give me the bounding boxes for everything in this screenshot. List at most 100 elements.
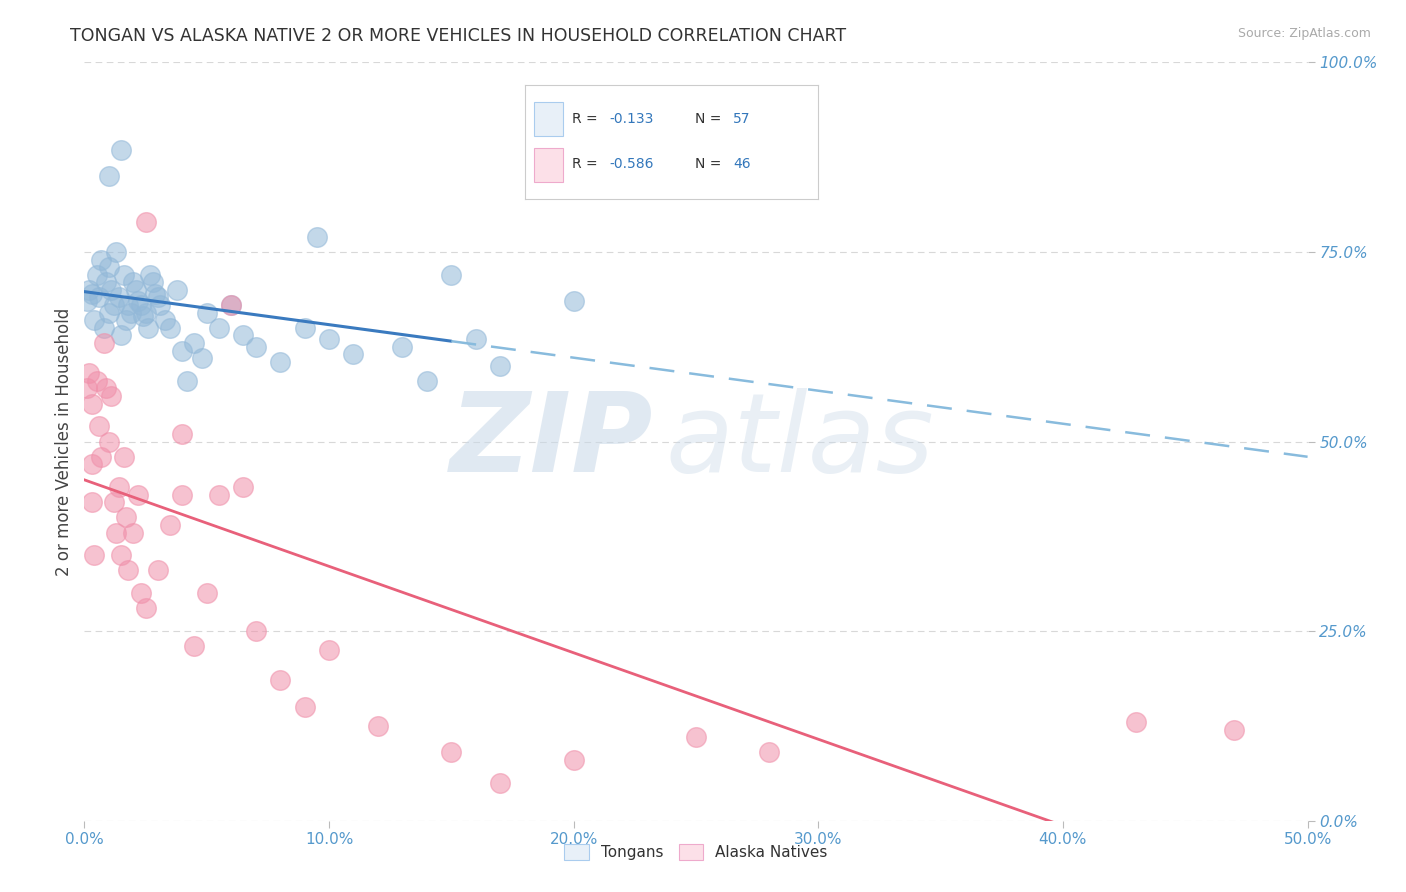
Point xyxy=(464,332,486,346)
Point xyxy=(76,382,98,396)
Point xyxy=(93,335,115,350)
Point xyxy=(269,355,291,369)
Point xyxy=(232,480,254,494)
Point xyxy=(86,374,108,388)
Point xyxy=(87,419,110,434)
Point xyxy=(191,351,214,366)
Point xyxy=(146,291,169,305)
Point xyxy=(110,143,132,157)
Point xyxy=(86,268,108,282)
Point xyxy=(129,586,152,600)
Point xyxy=(110,548,132,563)
Point xyxy=(96,382,118,396)
Point xyxy=(176,374,198,388)
Point xyxy=(90,450,112,464)
Point xyxy=(132,310,155,324)
Point xyxy=(195,586,218,600)
Point xyxy=(219,298,242,312)
Point xyxy=(112,450,135,464)
Point xyxy=(112,268,135,282)
Text: Source: ZipAtlas.com: Source: ZipAtlas.com xyxy=(1237,27,1371,40)
Point xyxy=(110,328,132,343)
Point xyxy=(143,286,166,301)
Point xyxy=(183,639,205,653)
Point xyxy=(105,244,128,259)
Y-axis label: 2 or more Vehicles in Household: 2 or more Vehicles in Household xyxy=(55,308,73,575)
Point xyxy=(685,730,707,744)
Point xyxy=(159,517,181,532)
Point xyxy=(391,340,413,354)
Point xyxy=(135,601,157,615)
Point xyxy=(367,719,389,733)
Point xyxy=(440,268,463,282)
Point xyxy=(305,229,328,244)
Point xyxy=(97,434,120,449)
Point xyxy=(245,340,267,354)
Point xyxy=(93,320,115,334)
Point xyxy=(77,283,100,297)
Point xyxy=(208,487,231,501)
Point xyxy=(136,320,159,334)
Point xyxy=(96,275,118,289)
Point xyxy=(83,548,105,563)
Point xyxy=(125,283,148,297)
Point xyxy=(90,252,112,267)
Point xyxy=(107,480,129,494)
Point xyxy=(489,776,512,790)
Point xyxy=(219,298,242,312)
Point xyxy=(76,294,98,309)
Point xyxy=(120,305,142,319)
Point xyxy=(80,495,103,509)
Point xyxy=(80,286,103,301)
Point xyxy=(172,487,194,501)
Point xyxy=(127,487,149,501)
Point xyxy=(208,320,231,334)
Point xyxy=(80,458,103,472)
Point xyxy=(440,746,463,760)
Point xyxy=(1223,723,1246,737)
Point xyxy=(149,298,172,312)
Point xyxy=(166,283,188,297)
Point xyxy=(103,298,125,312)
Point xyxy=(115,313,138,327)
Point xyxy=(97,169,120,184)
Point xyxy=(83,313,105,327)
Point xyxy=(117,564,139,578)
Point xyxy=(159,320,181,334)
Point xyxy=(172,427,194,442)
Point xyxy=(294,699,316,714)
Point xyxy=(142,275,165,289)
Point xyxy=(115,510,138,524)
Point xyxy=(416,374,439,388)
Point xyxy=(127,294,149,309)
Point xyxy=(77,366,100,380)
Point xyxy=(269,673,291,688)
Point xyxy=(245,624,267,639)
Point xyxy=(318,332,340,346)
Point xyxy=(153,313,176,327)
Point xyxy=(135,214,157,228)
Point xyxy=(342,347,364,361)
Text: TONGAN VS ALASKA NATIVE 2 OR MORE VEHICLES IN HOUSEHOLD CORRELATION CHART: TONGAN VS ALASKA NATIVE 2 OR MORE VEHICL… xyxy=(70,27,846,45)
Point xyxy=(105,525,128,540)
Point xyxy=(489,359,512,373)
Point xyxy=(318,643,340,657)
Text: atlas: atlas xyxy=(665,388,934,495)
Point xyxy=(97,260,120,275)
Point xyxy=(100,389,122,403)
Point xyxy=(183,335,205,350)
Point xyxy=(117,298,139,312)
Point xyxy=(195,305,218,319)
Point xyxy=(146,564,169,578)
Point xyxy=(1125,715,1147,730)
Point xyxy=(122,275,145,289)
Point xyxy=(294,320,316,334)
Point xyxy=(97,305,120,319)
Point xyxy=(139,268,162,282)
Point xyxy=(232,328,254,343)
Point xyxy=(122,525,145,540)
Legend: Tongans, Alaska Natives: Tongans, Alaska Natives xyxy=(558,838,834,866)
Point xyxy=(100,283,122,297)
Point xyxy=(562,753,585,767)
Point xyxy=(80,396,103,410)
